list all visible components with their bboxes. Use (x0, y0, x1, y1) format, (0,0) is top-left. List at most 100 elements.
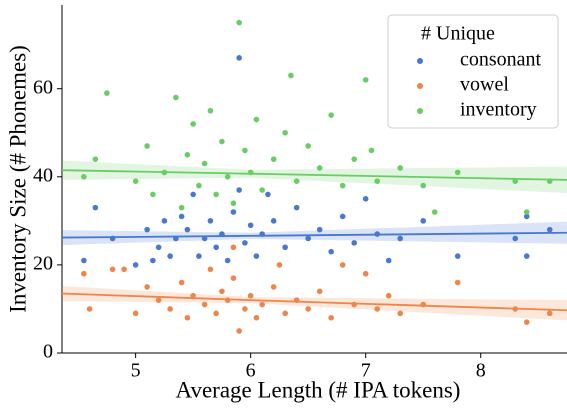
point (546, 310, 553, 317)
point (190, 121, 196, 127)
point (305, 143, 311, 149)
point (316, 226, 323, 233)
point (362, 270, 369, 277)
legend-marker (417, 58, 423, 64)
point (523, 253, 530, 259)
y-tick-label: 20 (33, 252, 53, 274)
x-tick-label: 6 (246, 360, 256, 382)
point (253, 253, 260, 259)
point (207, 107, 214, 114)
point (259, 301, 265, 308)
point (265, 191, 271, 198)
point (454, 279, 461, 286)
point (305, 306, 311, 312)
point (190, 191, 196, 198)
point (523, 209, 530, 215)
point (546, 226, 553, 233)
legend-label: inventory (460, 99, 537, 121)
point (184, 151, 191, 158)
point (282, 129, 288, 136)
point (242, 306, 248, 312)
point (242, 147, 248, 154)
point (224, 173, 231, 180)
point (328, 248, 334, 255)
confidence-band (62, 221, 567, 246)
point (420, 182, 427, 189)
y-tick-label: 60 (33, 76, 53, 98)
point (247, 292, 254, 299)
point (224, 257, 231, 264)
point (201, 301, 208, 308)
point (362, 196, 369, 202)
point (230, 275, 237, 281)
point (293, 178, 300, 185)
point (81, 257, 87, 264)
point (523, 319, 530, 325)
point (368, 147, 375, 154)
trend-line (61, 292, 567, 312)
x-tick-label: 5 (131, 360, 141, 382)
point (178, 279, 185, 286)
point (242, 240, 248, 246)
point (253, 116, 260, 123)
point (178, 213, 185, 220)
point (282, 244, 288, 251)
trend-line (61, 231, 567, 239)
point (351, 240, 357, 246)
point (512, 235, 519, 242)
legend-marker (417, 83, 423, 89)
x-tick-label: 8 (476, 360, 486, 382)
point (523, 213, 530, 220)
legend-box (387, 14, 559, 129)
point (397, 235, 404, 242)
confidence-band (62, 160, 567, 194)
x-tick-label: 7 (361, 360, 371, 382)
point (236, 187, 242, 193)
point (230, 244, 237, 251)
point (339, 213, 346, 220)
point (305, 235, 311, 242)
point (121, 266, 127, 273)
point (339, 262, 346, 268)
point (201, 160, 208, 167)
point (144, 284, 150, 290)
point (316, 165, 323, 171)
point (397, 165, 404, 171)
point (270, 218, 277, 224)
point (316, 288, 323, 295)
point (454, 253, 461, 259)
point (155, 297, 162, 303)
point (230, 209, 237, 215)
point (397, 310, 404, 317)
point (385, 257, 392, 264)
point (339, 182, 346, 189)
point (385, 292, 392, 299)
point (190, 292, 196, 299)
point (144, 143, 150, 149)
point (184, 314, 191, 321)
point (92, 204, 99, 211)
trend-line (61, 169, 567, 181)
point (420, 218, 427, 224)
legend-label: consonant (460, 49, 542, 71)
point (213, 191, 219, 198)
point (184, 226, 191, 233)
point (81, 270, 87, 277)
y-tick-label: 40 (33, 164, 53, 186)
point (236, 55, 242, 61)
point (178, 204, 185, 211)
point (207, 218, 214, 224)
point (276, 262, 283, 268)
point (173, 94, 179, 101)
point (230, 200, 237, 207)
point (288, 72, 294, 79)
point (219, 288, 225, 295)
point (213, 244, 219, 251)
point (512, 178, 519, 185)
point (132, 178, 139, 185)
point (86, 306, 93, 312)
point (259, 187, 265, 193)
point (196, 182, 202, 189)
point (150, 191, 156, 198)
